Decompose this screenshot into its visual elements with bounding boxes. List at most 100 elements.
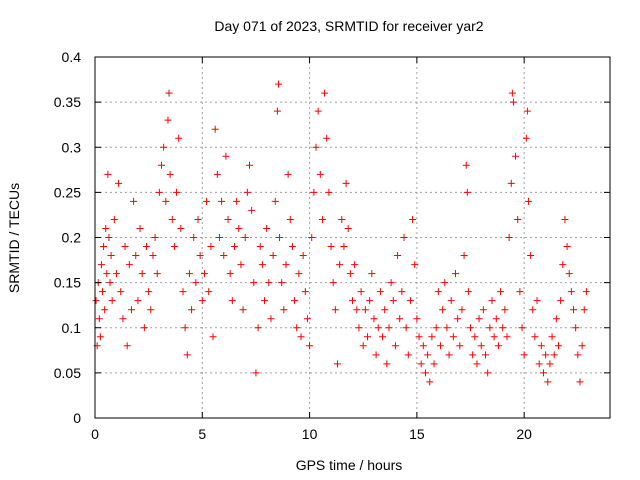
data-point xyxy=(145,288,153,296)
data-point xyxy=(112,270,120,278)
y-tick-label: 0.3 xyxy=(62,139,82,155)
data-point xyxy=(342,179,350,187)
data-point xyxy=(271,197,279,205)
data-point xyxy=(286,215,294,223)
data-point xyxy=(565,270,573,278)
data-point xyxy=(237,261,245,269)
y-axis-label: SRMTID / TECUs xyxy=(6,183,22,293)
data-point xyxy=(106,279,114,287)
data-point xyxy=(555,342,562,350)
data-point xyxy=(162,197,170,205)
data-point xyxy=(516,288,524,296)
data-point xyxy=(306,342,314,350)
data-point xyxy=(220,252,228,260)
data-point xyxy=(391,342,399,350)
data-point xyxy=(494,342,502,350)
x-tick-labels: 0 5 10 15 20 xyxy=(91,426,532,442)
data-point xyxy=(108,297,116,305)
data-point xyxy=(374,324,382,332)
data-point xyxy=(359,342,367,350)
data-point xyxy=(535,360,543,368)
data-point xyxy=(175,134,183,142)
data-point xyxy=(273,107,281,115)
y-tick-label: 0.35 xyxy=(54,94,81,110)
data-point xyxy=(458,306,466,314)
data-point xyxy=(546,360,554,368)
data-point xyxy=(479,306,487,314)
data-point xyxy=(250,279,258,287)
data-point xyxy=(449,333,457,341)
data-point xyxy=(228,297,236,305)
data-point xyxy=(203,197,211,205)
data-point xyxy=(224,215,232,223)
data-point xyxy=(473,360,481,368)
data-point xyxy=(258,261,266,269)
plot-frame xyxy=(94,56,611,419)
grid xyxy=(95,57,610,418)
data-point xyxy=(105,234,113,241)
data-point xyxy=(222,152,230,160)
data-point xyxy=(484,369,492,377)
data-point xyxy=(537,342,545,350)
data-point xyxy=(522,134,530,142)
data-point xyxy=(265,279,273,287)
data-point xyxy=(430,360,438,368)
data-point xyxy=(252,369,260,377)
data-point xyxy=(243,188,251,196)
axis-ticks xyxy=(94,56,610,419)
data-point xyxy=(415,333,423,341)
x-tick-label: 15 xyxy=(409,426,425,442)
data-point xyxy=(288,243,296,251)
data-point xyxy=(353,306,361,314)
data-point xyxy=(310,188,318,196)
data-point xyxy=(400,234,408,241)
data-point xyxy=(357,288,365,296)
data-point xyxy=(192,279,200,287)
data-point xyxy=(213,170,221,178)
data-point xyxy=(299,252,307,260)
data-point xyxy=(460,252,468,260)
data-point xyxy=(207,243,215,251)
data-point xyxy=(177,224,185,232)
x-tick-label: 5 xyxy=(198,426,206,442)
data-point xyxy=(278,279,286,287)
data-point xyxy=(248,206,256,214)
data-point xyxy=(263,224,271,232)
data-point xyxy=(574,351,582,359)
data-point xyxy=(404,351,412,359)
data-point xyxy=(436,342,444,350)
data-point xyxy=(454,315,462,323)
data-point xyxy=(512,152,520,160)
y-tick-labels: 0 0.05 0.1 0.15 0.2 0.25 0.3 0.35 0.4 xyxy=(54,49,81,426)
data-point xyxy=(107,252,115,260)
data-point xyxy=(471,333,479,341)
data-point xyxy=(104,170,112,178)
data-point xyxy=(434,288,442,296)
data-point xyxy=(254,324,262,332)
data-point xyxy=(452,270,459,278)
data-point xyxy=(96,333,104,341)
data-point xyxy=(316,170,324,178)
data-point xyxy=(368,270,376,278)
data-point xyxy=(185,270,193,278)
x-tick-label: 20 xyxy=(516,426,532,442)
data-point xyxy=(256,243,264,251)
data-point xyxy=(576,378,584,386)
data-point xyxy=(432,324,440,332)
data-point xyxy=(323,134,331,142)
data-point xyxy=(140,324,148,332)
data-point xyxy=(297,333,305,341)
data-point xyxy=(267,315,275,323)
y-tick-label: 0.2 xyxy=(62,230,82,246)
data-point xyxy=(160,143,168,151)
data-point xyxy=(426,378,434,386)
data-point xyxy=(552,315,560,323)
data-point xyxy=(295,270,303,278)
data-point xyxy=(194,215,202,223)
data-point xyxy=(518,324,526,332)
data-point xyxy=(196,252,204,260)
data-point xyxy=(351,261,359,269)
data-point xyxy=(523,107,531,115)
y-tick-label: 0.15 xyxy=(54,275,81,291)
data-point xyxy=(318,215,326,223)
